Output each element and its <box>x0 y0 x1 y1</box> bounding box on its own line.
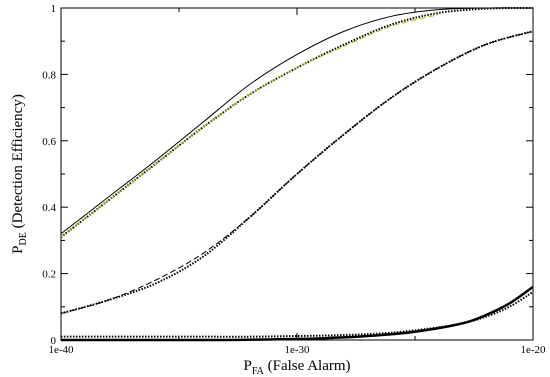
x-axis-label: PFA (False Alarm) <box>243 358 350 377</box>
series-line-1 <box>60 7 534 238</box>
y-tick-label: 0 <box>51 335 57 347</box>
series-line-2 <box>60 14 439 238</box>
y-tick-label: 0.2 <box>42 269 56 281</box>
x-tick-label: 1e-40 <box>48 344 74 356</box>
y-tick-label: 0.4 <box>42 202 56 214</box>
y-axis-label: PDE (Detection Efficiency) <box>10 94 29 254</box>
series-line-6 <box>61 285 534 342</box>
y-tick-label: 1 <box>51 3 57 15</box>
series-line-3 <box>60 7 534 235</box>
y-tick-label: 0.6 <box>42 136 56 148</box>
series-layer <box>60 7 534 342</box>
series-line-7 <box>61 291 534 338</box>
axis-ticks: 0 0.2 0.4 0.6 0.8 1 1e-40 1e-30 1e-20 <box>42 3 546 356</box>
series-line-5 <box>60 30 534 314</box>
x-tick-label: 1e-30 <box>284 344 310 356</box>
y-tick-label: 0.8 <box>42 69 56 81</box>
x-tick-label: 1e-20 <box>520 344 546 356</box>
